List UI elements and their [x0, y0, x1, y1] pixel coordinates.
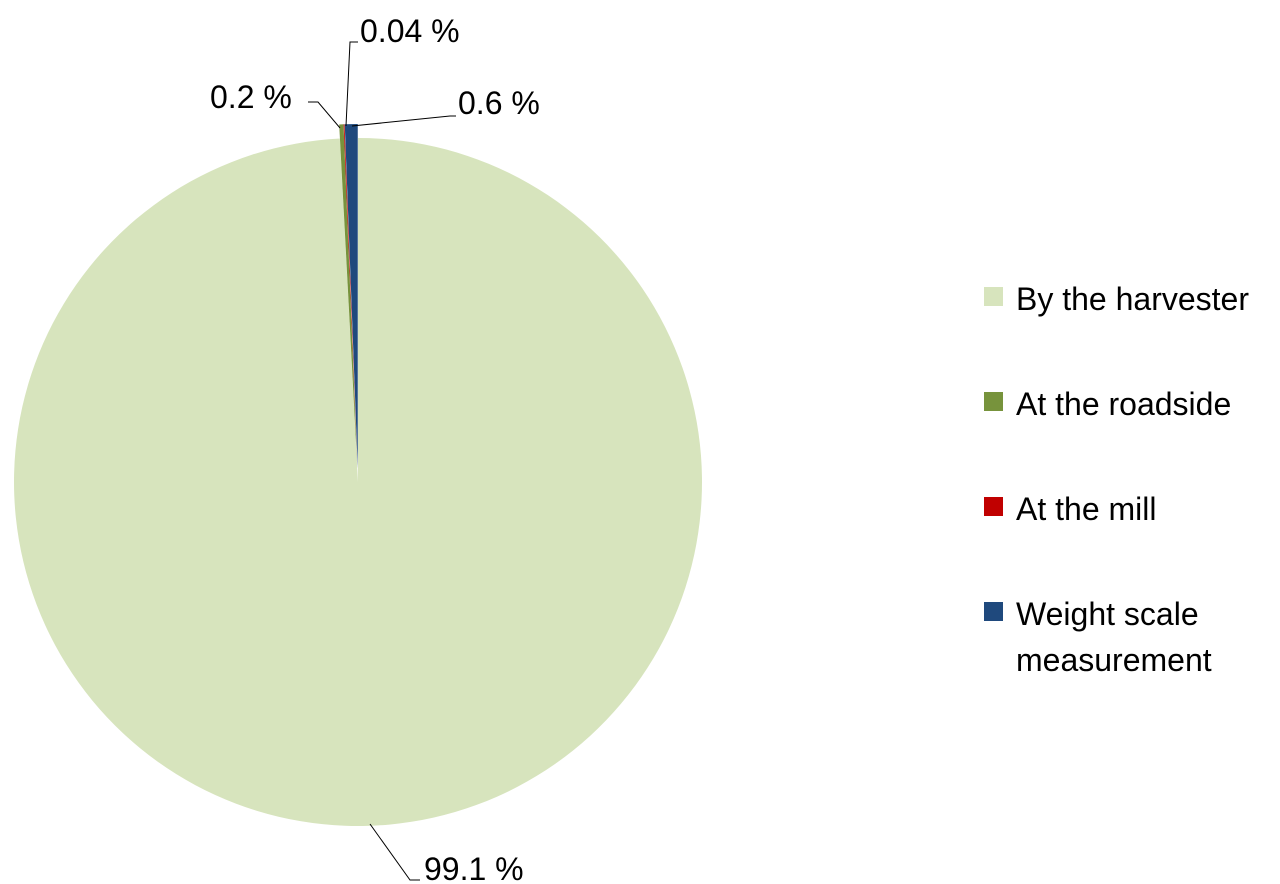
legend-label: Weight scale measurement	[1016, 596, 1212, 678]
legend-item-by-the-harvester: By the harvester	[984, 276, 1276, 322]
slice-at-the-roadside	[339, 124, 358, 469]
leader-line	[308, 101, 341, 129]
data-labels: 99.1 % 0.2 % 0.04 % 0.6 %	[210, 13, 540, 884]
legend-item-at-the-mill: At the mill	[984, 486, 1276, 532]
pie-slices	[13, 124, 702, 827]
legend-label: At the mill	[1016, 491, 1157, 527]
slice-at-the-mill	[343, 124, 358, 469]
pie-chart: 99.1 % 0.2 % 0.04 % 0.6 %	[13, 13, 702, 884]
legend-item-weight-scale-measurement: Weight scale measurement	[984, 591, 1276, 683]
legend-swatch	[984, 392, 1003, 411]
slice-by-the-harvester	[13, 138, 702, 827]
data-label: 0.04 %	[360, 13, 460, 49]
data-label: 99.1 %	[424, 851, 524, 884]
legend-label: By the harvester	[1016, 281, 1249, 317]
legend-label: At the roadside	[1016, 386, 1232, 422]
legend-swatch	[984, 602, 1003, 621]
leader-lines	[308, 41, 456, 881]
legend-swatch	[984, 497, 1003, 516]
leader-line	[345, 41, 358, 127]
data-label: 0.6 %	[458, 85, 540, 121]
data-label: 0.2 %	[210, 79, 292, 115]
legend-swatch	[984, 287, 1003, 306]
leader-line	[369, 823, 420, 881]
leader-line	[351, 115, 456, 127]
slice-weight-scale-measurement	[344, 124, 358, 469]
legend-item-at-the-roadside: At the roadside	[984, 381, 1276, 427]
